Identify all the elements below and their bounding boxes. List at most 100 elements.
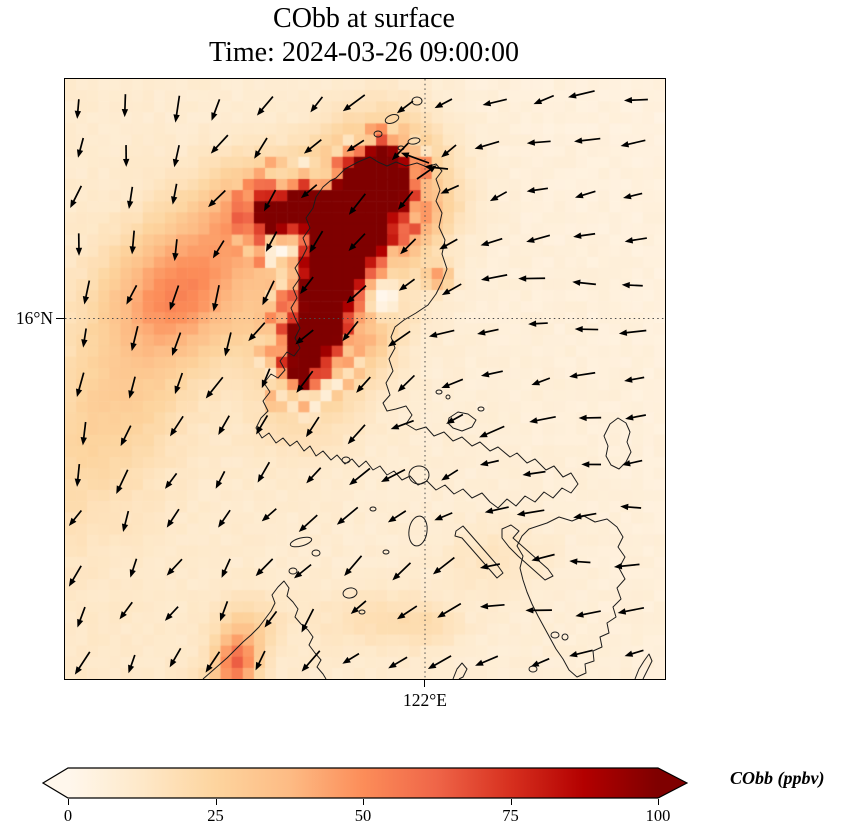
island-coastline <box>477 406 485 412</box>
wind-arrow <box>480 237 503 247</box>
wind-arrow <box>256 96 274 116</box>
wind-arrow <box>428 329 455 338</box>
wind-arrow <box>74 463 82 487</box>
wind-arrow <box>68 565 82 587</box>
y-axis-tick <box>56 318 64 320</box>
wind-arrow <box>437 602 462 618</box>
island-coastline <box>358 609 366 615</box>
colorbar-tick <box>363 799 365 805</box>
wind-arrow <box>75 372 85 398</box>
wind-arrow <box>356 376 371 393</box>
wind-arrow <box>130 326 139 352</box>
wind-arrow <box>620 139 646 148</box>
wind-arrow <box>396 605 418 620</box>
wind-arrow <box>171 332 182 356</box>
wind-arrow <box>624 649 644 657</box>
wind-arrow <box>205 376 224 399</box>
colorbar-tick-label: 25 <box>207 806 224 825</box>
wind-arrow <box>129 230 136 255</box>
island-coastline <box>435 389 443 395</box>
wind-arrow <box>306 416 320 438</box>
wind-arrow <box>248 322 266 342</box>
wind-arrow <box>310 96 324 113</box>
wind-arrow <box>624 376 645 383</box>
wind-arrow <box>303 139 322 154</box>
wind-arrow <box>126 186 134 210</box>
wind-arrow <box>396 100 414 114</box>
colorbar-tick <box>510 799 512 805</box>
wind-arrow <box>613 562 640 570</box>
wind-arrow <box>474 140 500 150</box>
wind-arrow <box>219 601 229 622</box>
wind-arrow <box>212 285 220 312</box>
wind-arrow <box>116 469 129 495</box>
coastlines <box>202 96 653 679</box>
wind-arrow <box>164 606 179 621</box>
wind-arrow <box>170 415 184 437</box>
island-coastline <box>384 114 400 124</box>
wind-arrow <box>223 332 232 357</box>
wind-arrow <box>441 378 464 388</box>
island-coastline <box>407 137 421 145</box>
wind-arrow <box>578 414 602 422</box>
wind-arrow <box>516 509 545 517</box>
wind-arrow <box>254 137 268 159</box>
wind-arrow <box>74 651 91 675</box>
wind-arrow <box>387 510 407 523</box>
wind-arrow <box>121 510 130 533</box>
wind-arrow <box>257 461 271 483</box>
figure-title: CObb at surface <box>273 3 455 34</box>
island-coastline <box>528 665 538 673</box>
wind-arrow <box>434 512 453 521</box>
wind-arrow <box>441 469 459 481</box>
graticule-gridlines <box>65 79 665 679</box>
wind-arrow <box>342 320 359 342</box>
wind-arrow <box>218 509 231 528</box>
wind-arrow <box>479 425 505 438</box>
wind-arrow <box>75 233 83 256</box>
colorbar-tick-label: 50 <box>354 806 372 825</box>
wind-arrow <box>525 607 552 614</box>
coastline <box>501 524 554 581</box>
wind-arrow <box>416 165 437 180</box>
wind-arrow <box>400 238 417 255</box>
wind-arrow <box>522 470 546 477</box>
wind-arrow <box>174 372 184 395</box>
coastline <box>516 515 626 678</box>
wind-arrow <box>569 371 596 379</box>
wind-arrow <box>169 647 182 668</box>
colorbar-tick <box>658 799 660 805</box>
wind-arrow <box>533 94 555 105</box>
wind-arrow <box>624 237 647 244</box>
island-coastline <box>341 456 351 464</box>
wind-arrow <box>479 563 501 570</box>
wind-arrow <box>121 94 129 118</box>
wind-arrow <box>215 470 226 489</box>
wind-arrow <box>344 555 363 577</box>
wind-arrow <box>166 508 180 528</box>
wind-arrow <box>255 650 266 671</box>
wind-arrow <box>441 144 457 158</box>
wind-arrow <box>573 232 596 239</box>
wind-arrow <box>482 98 507 107</box>
wind-arrow <box>526 234 551 243</box>
wind-arrow <box>617 606 645 615</box>
wind-arrow <box>262 280 275 306</box>
wind-arrow <box>68 509 83 527</box>
wind-arrow <box>208 189 226 208</box>
wind-arrow <box>293 563 312 579</box>
wind-arrow <box>623 192 643 200</box>
island-coastline <box>369 506 377 512</box>
wind-arrow <box>390 419 414 430</box>
colorbar-tick <box>215 799 217 805</box>
wind-arrow <box>82 280 91 305</box>
colorbar-tick-label: 100 <box>645 806 671 825</box>
wind-arrow <box>530 657 550 667</box>
wind-arrow <box>526 187 549 194</box>
wind-arrow <box>477 328 499 336</box>
wind-arrow <box>572 279 596 286</box>
island-coastline <box>342 587 358 599</box>
wind-arrow <box>620 503 642 511</box>
wind-arrow <box>264 610 278 628</box>
wind-arrow <box>265 231 278 252</box>
